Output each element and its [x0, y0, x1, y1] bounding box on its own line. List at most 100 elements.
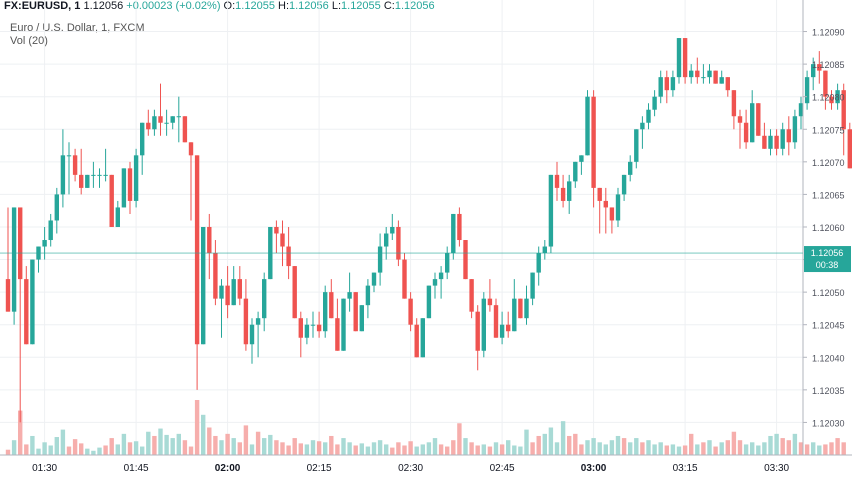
volume-bar [652, 444, 657, 455]
candle-body [243, 298, 249, 345]
candle-body [30, 259, 35, 345]
candle-body [737, 116, 743, 123]
candle-body [768, 135, 773, 149]
volume-bar [530, 442, 535, 455]
candle-body [420, 318, 425, 358]
volume-bar [469, 442, 474, 455]
volume-bar [219, 440, 224, 455]
candle-body [109, 174, 114, 227]
volume-bar [91, 450, 96, 455]
volume-bar [573, 433, 578, 455]
volume-bar [158, 428, 163, 455]
volume-bar [353, 445, 358, 455]
candle-body [152, 116, 157, 130]
candle-body [170, 116, 175, 123]
candle-body [140, 122, 145, 156]
chart-title: Euro / U.S. Dollar, 1, FXCM [10, 22, 145, 34]
volume-bar [560, 421, 566, 455]
candle-body [335, 318, 340, 351]
volume-bar [628, 442, 633, 455]
candle-body [24, 279, 29, 345]
volume-bar [658, 442, 663, 455]
volume-bar [237, 442, 242, 455]
candle-body [353, 292, 358, 332]
volume-bar [780, 438, 785, 455]
volume-bar [146, 431, 151, 455]
candle-body [493, 305, 499, 338]
candle-body [457, 213, 462, 241]
volume-bar [36, 448, 41, 455]
volume-bar [365, 446, 371, 455]
volume-bar [268, 434, 273, 455]
candle-body [384, 233, 389, 247]
volume-bar [408, 441, 413, 455]
candle-body [829, 96, 834, 104]
candle-body [402, 259, 407, 299]
volume-bar [829, 442, 834, 455]
candle-body [323, 292, 328, 332]
candle-body [426, 285, 432, 319]
volume-bar [506, 440, 511, 455]
volume-bar [451, 440, 456, 455]
volume-bar [121, 433, 127, 455]
volume-bar [286, 445, 291, 455]
candle-body [573, 161, 578, 182]
volume-bar [133, 441, 139, 455]
volume-bar [823, 444, 828, 455]
volume-bar [54, 437, 59, 455]
volume-bar [103, 445, 108, 455]
volume-bar [201, 414, 206, 455]
candle-body [213, 253, 218, 299]
volume-bar [420, 444, 425, 455]
volume-bar [115, 444, 120, 455]
volume-bar [567, 435, 572, 455]
candle-body [188, 142, 194, 156]
candle-body [91, 174, 96, 176]
candle-body [146, 122, 151, 130]
volume-bar [109, 438, 114, 455]
candle-body [536, 253, 541, 273]
candle-body [469, 279, 474, 312]
candle-body [841, 90, 846, 130]
candle-body [255, 318, 261, 325]
candle-body [304, 324, 310, 338]
candle-body [682, 38, 688, 78]
candle-body [390, 226, 395, 234]
volume-bar [396, 442, 401, 455]
candle-body [780, 129, 785, 149]
volume-bar [414, 446, 419, 455]
volume-bar [597, 442, 602, 455]
candle-body [207, 226, 212, 254]
candle-body [585, 96, 590, 156]
volume-bar [475, 445, 480, 455]
candle-body [274, 226, 279, 234]
volume-bar [426, 442, 432, 455]
volume-label[interactable]: Vol (20) [10, 35, 48, 47]
volume-bar [97, 447, 102, 455]
candle-body [85, 174, 90, 188]
volume-bar [225, 433, 230, 455]
candle-body [481, 298, 486, 351]
x-tick-label: 01:45 [124, 463, 149, 474]
volume-bar [377, 440, 383, 455]
volume-bar [591, 438, 596, 455]
volume-bar [579, 444, 584, 455]
volume-bar [743, 444, 749, 455]
close-value: 1.12056 [394, 0, 435, 12]
x-tick-label: 02:00 [215, 463, 241, 474]
candle-body [310, 324, 316, 326]
candle-body [689, 70, 694, 78]
volume-bar [438, 444, 444, 455]
volume-bar [615, 435, 621, 455]
candle-body [640, 122, 645, 130]
candle-body [817, 64, 822, 71]
candle-body [365, 285, 371, 306]
candle-body [811, 64, 816, 78]
candle-body [609, 207, 615, 221]
symbol-name[interactable]: FX:EURUSD, 1 [4, 0, 81, 12]
bar-countdown: 00:38 [816, 260, 839, 270]
volume-bar [609, 440, 615, 455]
volume-bar [701, 442, 706, 455]
candle-body [97, 174, 102, 176]
